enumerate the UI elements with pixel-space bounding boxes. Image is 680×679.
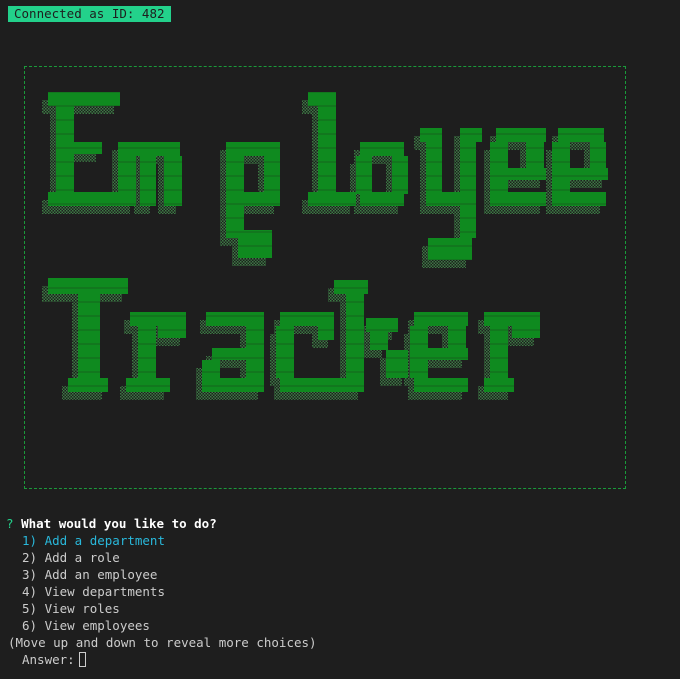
ascii-banner-frame xyxy=(24,66,626,489)
prompt-line: ? What would you like to do? xyxy=(6,515,217,532)
prompt-question-icon: ? xyxy=(6,516,14,531)
connection-status-badge: Connected as ID: 482 xyxy=(8,6,171,22)
text-cursor[interactable] xyxy=(79,652,86,667)
answer-line: Answer: xyxy=(22,651,86,668)
answer-label: Answer: xyxy=(22,651,75,668)
menu-choice[interactable]: 3) Add an employee xyxy=(22,566,165,583)
menu-choice[interactable]: 4) View departments xyxy=(22,583,165,600)
menu-choices-list[interactable]: 1) Add a department 2) Add a role 3) Add… xyxy=(22,532,165,634)
prompt-question: What would you like to do? xyxy=(21,516,217,531)
menu-choice[interactable]: 2) Add a role xyxy=(22,549,165,566)
menu-choice[interactable]: 1) Add a department xyxy=(22,532,165,549)
menu-hint: (Move up and down to reveal more choices… xyxy=(8,634,317,651)
menu-choice[interactable]: 6) View employees xyxy=(22,617,165,634)
menu-choice[interactable]: 5) View roles xyxy=(22,600,165,617)
